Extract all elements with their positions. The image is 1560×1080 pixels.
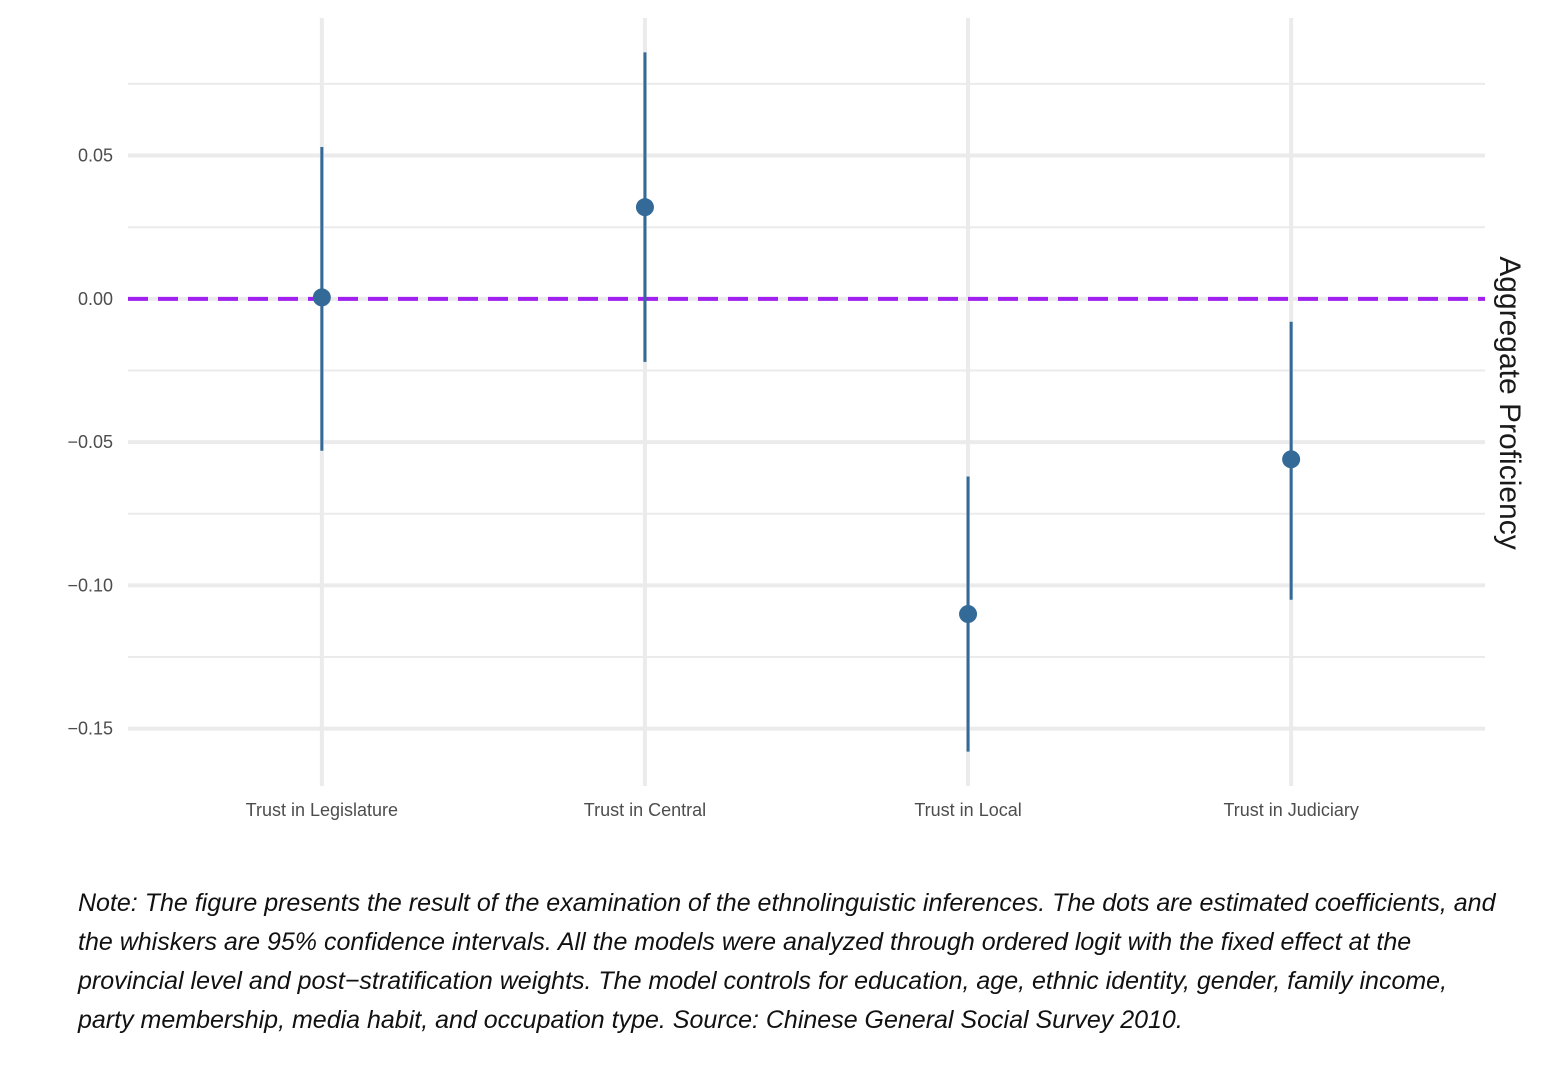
x-tick-label: Trust in Local xyxy=(914,800,1021,820)
y-tick-label: −0.15 xyxy=(67,719,113,739)
x-tick-label: Trust in Judiciary xyxy=(1223,800,1358,820)
estimate-marks xyxy=(312,52,1301,752)
y-tick-label: 0.05 xyxy=(78,146,113,166)
y-axis-tick-labels: 0.05 0.00 −0.05 −0.10 −0.15 xyxy=(67,146,113,739)
major-gridlines xyxy=(128,18,1485,786)
x-axis-tick-labels: Trust in Legislature Trust in Central Trus… xyxy=(246,800,1359,820)
y-tick-label: −0.05 xyxy=(67,432,113,452)
minor-gridlines xyxy=(128,82,1485,659)
estimate-point xyxy=(635,198,654,217)
figure-note: Note: The figure presents the result of … xyxy=(78,889,1496,1034)
coefficient-plot: 0.05 0.00 −0.05 −0.10 −0.15 Trust in Legisla… xyxy=(67,18,1526,820)
x-tick-label: Trust in Central xyxy=(584,800,706,820)
estimate-point xyxy=(1282,450,1301,469)
estimate-point xyxy=(312,288,331,307)
estimate-point xyxy=(959,605,978,624)
facet-strip-label: Aggregate Proficiency xyxy=(1493,256,1526,550)
y-tick-label: −0.10 xyxy=(67,575,113,595)
y-tick-label: 0.00 xyxy=(78,289,113,309)
x-tick-label: Trust in Legislature xyxy=(246,800,398,820)
